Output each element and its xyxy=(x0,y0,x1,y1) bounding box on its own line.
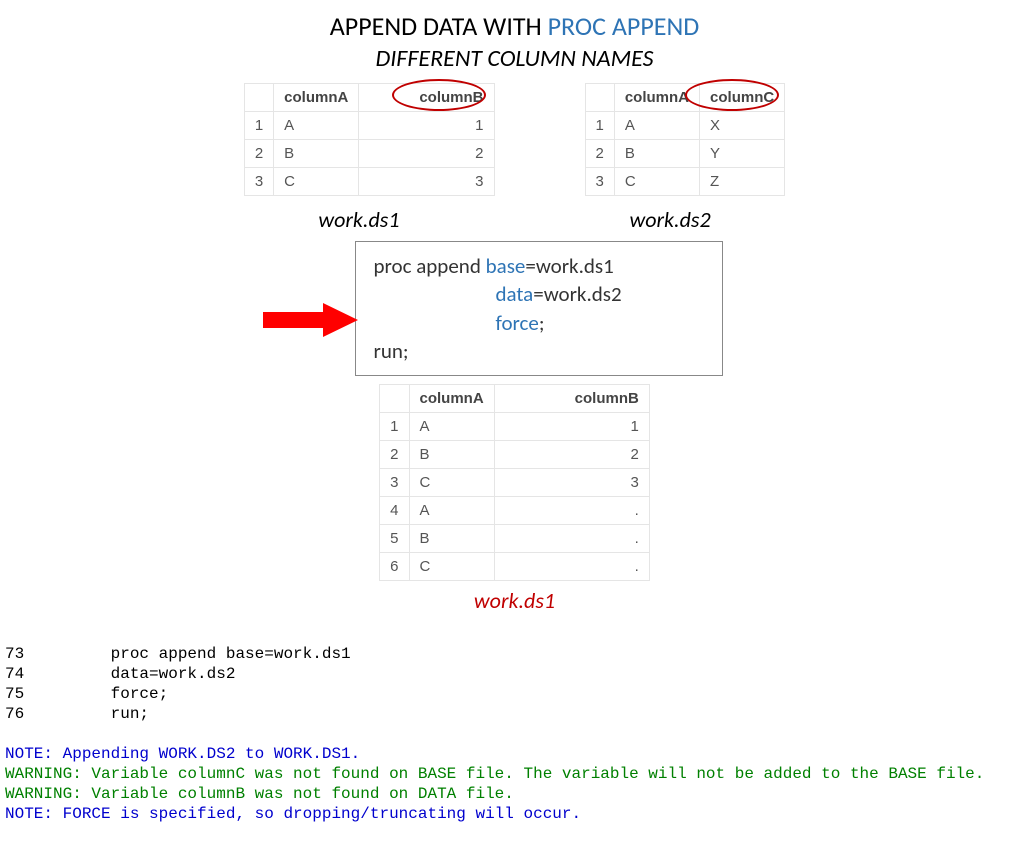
t1-r1c0: 2 xyxy=(244,140,273,168)
rt-r0c0: 1 xyxy=(380,413,409,441)
subtitle: DIFFERENT COLUMN NAMES xyxy=(5,44,1019,73)
rt-r3c1: A xyxy=(409,497,494,525)
t1-r0c0: 1 xyxy=(244,112,273,140)
code-l2-post: =work.ds2 xyxy=(533,281,621,307)
log-l7: WARNING: Variable columnB was not found … xyxy=(5,785,514,803)
source-tables-row: columnA columnB 1A1 2B2 3C3 columnA colu… xyxy=(5,83,1019,196)
rt-r5c2: . xyxy=(494,553,649,581)
ds1-label: work.ds1 xyxy=(318,206,399,233)
t1-r0c1: A xyxy=(274,112,359,140)
table-ds1: columnA columnB 1A1 2B2 3C3 xyxy=(244,83,495,196)
code-l1-pre: proc append xyxy=(374,253,486,279)
code-line-3: force; xyxy=(374,309,704,337)
rt-r2c2: 3 xyxy=(494,469,649,497)
t1-r2c1: C xyxy=(274,168,359,196)
code-l3-kw: force xyxy=(496,310,539,336)
table1-h1: columnA xyxy=(274,84,359,112)
code-l2-kw: data xyxy=(496,281,534,307)
code-area: proc append base=work.ds1 data=work.ds2 … xyxy=(235,241,795,376)
result-table-wrap: columnA columnB 1A1 2B2 3C3 4A. 5B. 6C. xyxy=(5,384,1019,581)
t2-r1c0: 2 xyxy=(585,140,614,168)
result-table: columnA columnB 1A1 2B2 3C3 4A. 5B. 6C. xyxy=(379,384,650,581)
t2-r2c2: Z xyxy=(700,168,785,196)
table1-h2: columnB xyxy=(359,84,494,112)
t1-r1c2: 2 xyxy=(359,140,494,168)
log-l6: WARNING: Variable columnC was not found … xyxy=(5,765,984,783)
t1-r1c1: B xyxy=(274,140,359,168)
rt-r3c0: 4 xyxy=(380,497,409,525)
rt-r1c0: 2 xyxy=(380,441,409,469)
rt-r0c1: A xyxy=(409,413,494,441)
title-text-blue: PROC APPEND xyxy=(548,10,700,42)
rt-h1: columnA xyxy=(409,385,494,413)
log-l1: 74 data=work.ds2 xyxy=(5,665,235,683)
rt-r4c1: B xyxy=(409,525,494,553)
rt-r3c2: . xyxy=(494,497,649,525)
table2-h1: columnA xyxy=(614,84,699,112)
rt-r2c1: C xyxy=(409,469,494,497)
rt-r5c0: 6 xyxy=(380,553,409,581)
t2-r0c0: 1 xyxy=(585,112,614,140)
t2-r0c2: X xyxy=(700,112,785,140)
sas-log: 73 proc append base=work.ds1 74 data=wor… xyxy=(5,624,1019,824)
rt-r4c0: 5 xyxy=(380,525,409,553)
rt-r1c2: 2 xyxy=(494,441,649,469)
rt-r1c1: B xyxy=(409,441,494,469)
table2-h0 xyxy=(585,84,614,112)
table-ds2: columnA columnC 1AX 2BY 3CZ xyxy=(585,83,786,196)
code-l3-post: ; xyxy=(539,310,545,336)
t2-r2c1: C xyxy=(614,168,699,196)
rt-r2c0: 3 xyxy=(380,469,409,497)
t1-r0c2: 1 xyxy=(359,112,494,140)
log-l2: 75 force; xyxy=(5,685,168,703)
arrow-icon xyxy=(263,303,358,337)
table2-h2: columnC xyxy=(700,84,785,112)
result-label: work.ds1 xyxy=(5,587,1019,614)
t2-r1c1: B xyxy=(614,140,699,168)
rt-r4c2: . xyxy=(494,525,649,553)
table1-h0 xyxy=(244,84,273,112)
t1-r2c0: 3 xyxy=(244,168,273,196)
t2-r0c1: A xyxy=(614,112,699,140)
title-text-plain: APPEND DATA WITH xyxy=(330,10,548,42)
main-title: APPEND DATA WITH PROC APPEND xyxy=(5,10,1019,42)
t2-r2c0: 3 xyxy=(585,168,614,196)
log-l5: NOTE: Appending WORK.DS2 to WORK.DS1. xyxy=(5,745,360,763)
table2-wrap: columnA columnC 1AX 2BY 3CZ xyxy=(585,83,786,196)
code-box: proc append base=work.ds1 data=work.ds2 … xyxy=(355,241,723,376)
code-l1-kw: base xyxy=(486,253,526,279)
log-l0: 73 proc append base=work.ds1 xyxy=(5,645,351,663)
rt-r0c2: 1 xyxy=(494,413,649,441)
ds-labels-row: work.ds1 work.ds2 xyxy=(5,206,1019,233)
code-l1-post: =work.ds1 xyxy=(525,253,613,279)
t2-r1c2: Y xyxy=(700,140,785,168)
code-line-4: run; xyxy=(374,337,704,365)
rt-r5c1: C xyxy=(409,553,494,581)
ds2-label: work.ds2 xyxy=(630,206,711,233)
code-line-2: data=work.ds2 xyxy=(374,280,704,308)
code-line-1: proc append base=work.ds1 xyxy=(374,252,704,280)
table1-wrap: columnA columnB 1A1 2B2 3C3 xyxy=(244,83,495,196)
rt-h0 xyxy=(380,385,409,413)
t1-r2c2: 3 xyxy=(359,168,494,196)
rt-h2: columnB xyxy=(494,385,649,413)
log-l3: 76 run; xyxy=(5,705,149,723)
log-l8: NOTE: FORCE is specified, so dropping/tr… xyxy=(5,805,581,823)
